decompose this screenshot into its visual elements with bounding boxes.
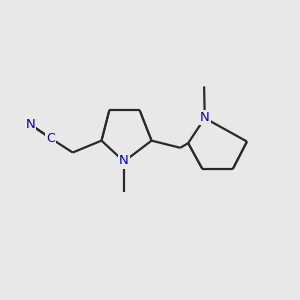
Text: N: N <box>200 111 210 124</box>
Text: N: N <box>25 118 35 131</box>
Text: N: N <box>119 154 129 167</box>
Text: C: C <box>46 132 55 145</box>
